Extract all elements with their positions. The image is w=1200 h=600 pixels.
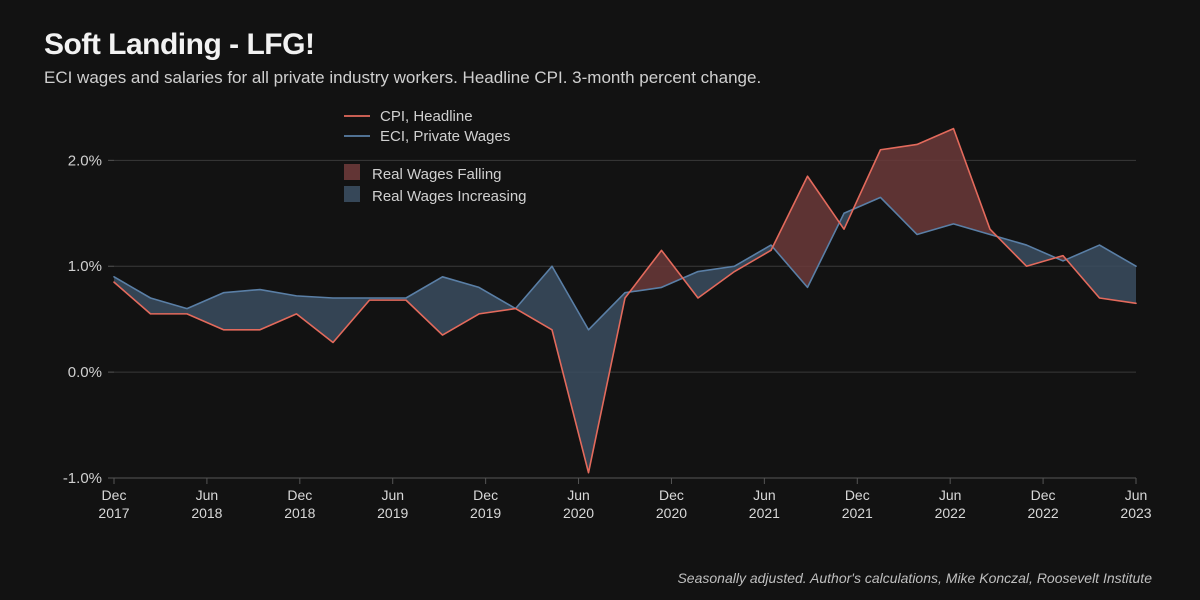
legend-lines: CPI, Headline ECI, Private Wages [344,108,510,145]
legend-eci-label: ECI, Private Wages [380,128,510,145]
x-tick-label-month: Jun [567,487,590,503]
legend-falling-label: Real Wages Falling [372,166,502,183]
x-tick-label-month: Dec [659,487,684,503]
chart-subtitle: ECI wages and salaries for all private i… [44,68,1156,88]
legend-increasing-swatch [344,186,360,202]
area-real-wages-increasing [997,237,1055,267]
x-tick-label-year: 2022 [1028,505,1059,521]
x-tick-label-year: 2021 [842,505,873,521]
y-tick-label: -1.0% [63,470,102,487]
x-tick-label-year: 2021 [749,505,780,521]
y-tick-label: 0.0% [68,364,102,381]
chart-caption: Seasonally adjusted. Author's calculatio… [677,570,1152,586]
x-tick-label-month: Jun [196,487,219,503]
legend-increasing-label: Real Wages Increasing [372,188,527,205]
x-tick-label-year: 2020 [656,505,687,521]
x-tick-label-year: 2018 [191,505,222,521]
x-tick-label-month: Jun [381,487,404,503]
x-tick-label-month: Jun [753,487,776,503]
y-tick-label: 1.0% [68,258,102,275]
x-tick-label-year: 2020 [563,505,594,521]
x-tick-label-month: Dec [1031,487,1056,503]
x-tick-label-year: 2019 [470,505,501,521]
legend-falling-swatch [344,164,360,180]
chart-container: Soft Landing - LFG! ECI wages and salari… [0,0,1200,600]
x-tick-label-year: 2017 [98,505,129,521]
x-tick-label-year: 2022 [935,505,966,521]
x-tick-label-month: Dec [287,487,312,503]
area-real-wages-falling [853,129,997,237]
x-tick-label-year: 2023 [1120,505,1151,521]
area-real-wages-increasing [1066,245,1136,303]
area-real-wages-falling [773,176,840,287]
x-tick-label-month: Dec [102,487,127,503]
x-tick-label-month: Dec [845,487,870,503]
x-tick-label-year: 2018 [284,505,315,521]
x-tick-label-month: Dec [473,487,498,503]
chart-svg: -1.0% 0.0% 1.0% 2.0% Dec 2017 Jun 2018 Dec 2018 Ju… [44,98,1156,538]
y-tick-label: 2.0% [68,152,102,169]
legend-areas: Real Wages Falling Real Wages Increasing [344,164,527,205]
chart-title: Soft Landing - LFG! [44,28,1156,62]
chart-plot-area: -1.0% 0.0% 1.0% 2.0% Dec 2017 Jun 2018 Dec 2018 Ju… [44,98,1156,538]
x-tick-label-year: 2019 [377,505,408,521]
legend-cpi-label: CPI, Headline [380,108,473,125]
x-tick-label-month: Jun [1125,487,1148,503]
x-tick-label-month: Jun [939,487,962,503]
